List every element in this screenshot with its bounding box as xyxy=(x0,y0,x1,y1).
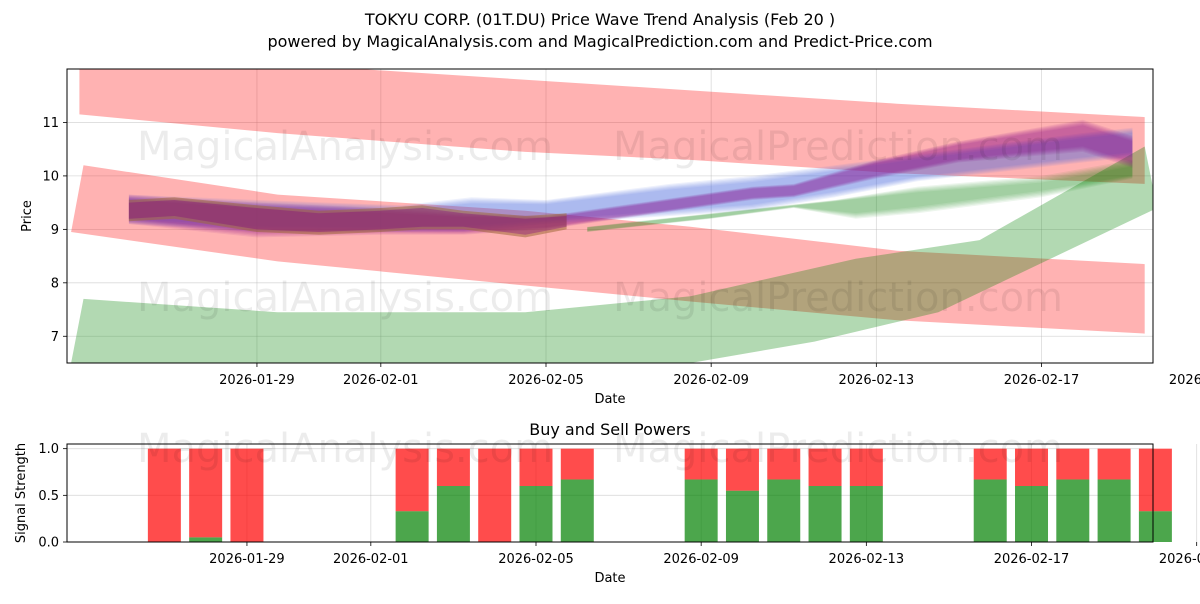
price-x-axis-label: Date xyxy=(594,392,625,407)
sell-power-bar xyxy=(767,448,801,480)
sell-power-bar xyxy=(436,448,470,486)
buy-power-bar xyxy=(1138,511,1172,542)
sell-power-bar xyxy=(1015,448,1049,486)
buy-sell-x-tick-label: 2026-02-21 xyxy=(1159,552,1200,567)
green-trend-band xyxy=(71,146,1153,363)
price-y-ticks: 7 8 9 10 11 xyxy=(42,116,67,345)
current-price-core-band xyxy=(128,197,567,238)
sell-power-bar xyxy=(189,448,223,538)
watermark-analysis-top: MagicalAnalysis.com xyxy=(137,124,553,170)
watermark-prediction-bottom: MagicalPrediction.com xyxy=(613,426,1063,472)
chart-subtitle: powered by MagicalAnalysis.com and Magic… xyxy=(267,32,932,51)
chart-title: TOKYU CORP. (01T.DU) Price Wave Trend An… xyxy=(364,10,835,29)
buy-power-bar xyxy=(519,486,553,542)
price-y-tick-label: 7 xyxy=(51,330,59,345)
buy-power-bar xyxy=(767,479,801,542)
blue-projection-wave xyxy=(128,128,1133,232)
watermark-analysis-bottom: MagicalAnalysis.com xyxy=(137,426,553,472)
buy-sell-watermarks: MagicalAnalysis.com MagicalPrediction.co… xyxy=(137,426,1063,472)
price-x-tick-label: 2026-02-21 xyxy=(1169,373,1200,388)
buy-power-bar xyxy=(189,537,223,542)
buy-sell-chart: Buy and Sell Powers MagicalAnalysis.com … xyxy=(14,420,1200,586)
watermark-analysis-mid: MagicalAnalysis.com xyxy=(137,275,553,321)
buy-sell-x-tick-label: 2026-02-05 xyxy=(498,552,574,567)
red-trend-band xyxy=(71,165,1145,334)
buy-power-bar xyxy=(1056,479,1090,542)
price-y-tick-label: 8 xyxy=(51,276,59,291)
price-x-tick-label: 2026-02-13 xyxy=(839,373,915,388)
green-projection-wave xyxy=(587,161,1133,232)
sell-power-bar xyxy=(1097,448,1131,480)
buy-sell-y-ticks: 0.0 0.5 1.0 xyxy=(38,442,67,551)
sell-power-bar xyxy=(849,448,883,486)
blue-projection-wave xyxy=(128,127,1133,232)
buy-sell-x-ticks: 2026-01-29 2026-02-01 2026-02-05 2026-02-09… xyxy=(209,542,1200,567)
price-watermarks: MagicalAnalysis.com MagicalPrediction.co… xyxy=(137,124,1063,321)
sell-power-bar xyxy=(1138,448,1172,512)
buy-sell-x-tick-label: 2026-02-13 xyxy=(829,552,905,567)
price-x-tick-label: 2026-02-09 xyxy=(673,373,749,388)
buy-power-bar xyxy=(725,490,759,542)
price-wave-chart: MagicalAnalysis.com MagicalPrediction.co… xyxy=(20,68,1200,407)
price-y-tick-label: 10 xyxy=(42,169,59,184)
watermark-prediction-mid: MagicalPrediction.com xyxy=(613,275,1063,321)
buy-sell-x-tick-label: 2026-02-09 xyxy=(663,552,739,567)
price-x-tick-label: 2026-02-01 xyxy=(343,373,419,388)
buy-sell-bars xyxy=(147,448,1172,542)
sell-power-bar xyxy=(560,448,594,480)
green-projection-wave xyxy=(587,165,1133,232)
price-y-tick-label: 9 xyxy=(51,223,59,238)
sell-power-bar xyxy=(230,448,264,542)
price-plot-frame xyxy=(66,68,1154,364)
price-bands xyxy=(71,69,1153,363)
sell-power-bar xyxy=(684,448,718,480)
buy-power-bar xyxy=(395,511,429,542)
buy-sell-x-tick-label: 2026-02-17 xyxy=(994,552,1070,567)
price-x-tick-label: 2026-02-05 xyxy=(508,373,584,388)
sell-power-bar xyxy=(808,448,842,486)
sell-power-bar xyxy=(147,448,181,542)
price-y-tick-label: 11 xyxy=(42,116,59,131)
green-projection-wave xyxy=(587,159,1133,232)
price-x-ticks: 2026-01-29 2026-02-01 2026-02-05 2026-02-09… xyxy=(219,363,1200,388)
buy-sell-y-tick-label: 1.0 xyxy=(38,442,59,457)
buy-sell-y-tick-label: 0.5 xyxy=(38,489,59,504)
sell-power-bar xyxy=(395,448,429,512)
buy-sell-x-axis-label: Date xyxy=(594,571,625,586)
watermark-prediction-top: MagicalPrediction.com xyxy=(613,124,1063,170)
price-x-tick-label: 2026-01-29 xyxy=(219,373,295,388)
buy-sell-y-tick-label: 0.0 xyxy=(38,536,59,551)
buy-power-bar xyxy=(436,486,470,542)
buy-power-bar xyxy=(1097,479,1131,542)
buy-sell-title: Buy and Sell Powers xyxy=(529,420,691,439)
price-y-axis-label: Price xyxy=(20,200,35,232)
red-trend-band xyxy=(79,69,1145,184)
green-projection-wave xyxy=(587,163,1133,232)
buy-power-bar xyxy=(684,479,718,542)
current-price-band xyxy=(128,197,567,238)
buy-sell-plot-frame xyxy=(66,443,1154,543)
sell-power-bar xyxy=(519,448,553,486)
buy-power-bar xyxy=(560,479,594,542)
buy-power-bar xyxy=(1015,486,1049,542)
purple-projection-wave xyxy=(128,119,1133,238)
buy-power-bar xyxy=(973,479,1007,542)
buy-power-bar xyxy=(849,486,883,542)
current-price-purple-overlay xyxy=(128,200,567,235)
sell-power-bar xyxy=(973,448,1007,480)
buy-power-bar xyxy=(808,486,842,542)
green-projection-wave xyxy=(587,166,1133,232)
price-x-tick-label: 2026-02-17 xyxy=(1004,373,1080,388)
green-projection-wave xyxy=(587,162,1133,232)
buy-sell-x-tick-label: 2026-01-29 xyxy=(209,552,285,567)
sell-power-bar xyxy=(478,448,512,542)
buy-sell-x-tick-label: 2026-02-01 xyxy=(333,552,409,567)
sell-power-bar xyxy=(725,448,759,491)
sell-power-bar xyxy=(1056,448,1090,480)
buy-sell-y-axis-label: Signal Strength xyxy=(14,443,29,543)
